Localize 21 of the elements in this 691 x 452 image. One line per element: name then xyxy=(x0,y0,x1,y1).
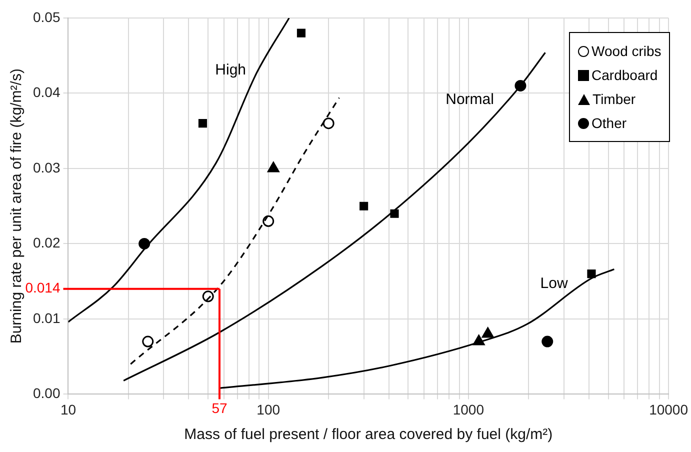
legend-label: Cardboard xyxy=(592,66,658,85)
ref-line-label: 57 xyxy=(212,400,228,416)
series-label: High xyxy=(215,62,246,79)
x-tick-label: 10000 xyxy=(649,401,688,418)
x-tick-label: 100 xyxy=(256,401,280,418)
ref-line-label: 0.014 xyxy=(25,280,60,296)
y-tick-label: 0.03 xyxy=(33,159,60,176)
x-tick-label: 1000 xyxy=(452,401,484,418)
legend-label: Other xyxy=(592,114,627,133)
y-tick-label: 0.00 xyxy=(33,385,60,402)
y-tick-label: 0.05 xyxy=(33,8,60,25)
legend-label: Wood cribs xyxy=(592,42,662,61)
y-tick-label: 0.02 xyxy=(33,234,60,251)
y-axis-title: Burning rate per unit area of fire (kg/m²/s) xyxy=(8,68,26,344)
legend-label: Timber xyxy=(592,90,636,109)
series-label: Low xyxy=(540,275,568,292)
series-label: Normal xyxy=(446,90,494,108)
y-tick-label: 0.01 xyxy=(33,310,60,326)
y-tick-label: 0.04 xyxy=(33,84,60,100)
x-tick-label: 10 xyxy=(60,401,76,418)
x-axis-title: Mass of fuel present / floor area covered by fuel (kg/m²) xyxy=(184,426,553,444)
